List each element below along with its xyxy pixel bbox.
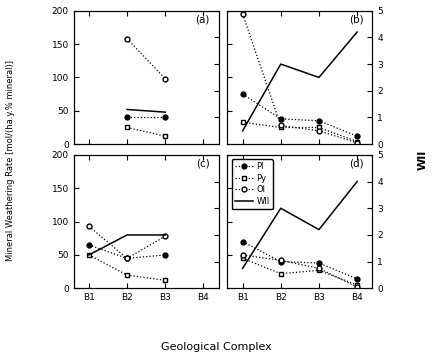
Text: Geological Complex: Geological Complex [161, 342, 272, 352]
Text: (b): (b) [349, 15, 364, 25]
Text: (c): (c) [196, 159, 210, 169]
Legend: Pl, Py, Ol, WII: Pl, Py, Ol, WII [232, 159, 273, 209]
Text: Mineral Weathering Rate [mol/(ha.y.% mineral)]: Mineral Weathering Rate [mol/(ha.y.% min… [6, 60, 15, 261]
Text: (d): (d) [349, 159, 364, 169]
Text: WII: WII [417, 150, 427, 170]
Text: (a): (a) [196, 15, 210, 25]
